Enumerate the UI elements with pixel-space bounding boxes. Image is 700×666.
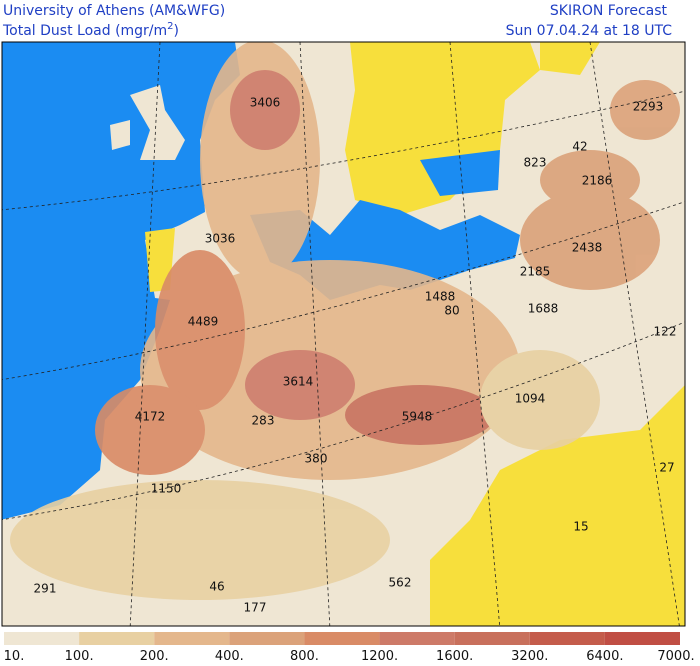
yellow-north [540, 42, 600, 75]
map-label: 380 [305, 452, 328, 466]
map-label: 27 [659, 461, 674, 475]
colorbar-label: 400. [215, 649, 244, 662]
map-label: 122 [654, 325, 677, 339]
map-label: 1688 [528, 302, 559, 316]
map-label: 2185 [520, 265, 551, 279]
black-sea [420, 150, 500, 196]
colorbar-swatch [79, 632, 155, 645]
colorbar-label: 1200. [361, 649, 398, 662]
colorbar-swatch [454, 632, 530, 645]
model: SKIRON Forecast [550, 3, 668, 19]
map-label: 3406 [250, 96, 281, 110]
map-label: 562 [389, 576, 412, 590]
product-exponent: 2 [167, 21, 173, 32]
map-label: 283 [252, 414, 275, 428]
map-label: 5948 [402, 410, 433, 424]
product-text: Total Dust Load (mgr/m [2, 23, 167, 39]
map-label: 177 [244, 601, 267, 615]
colorbar-swatch [604, 632, 680, 645]
map-label: 15 [573, 520, 588, 534]
map-label: 2293 [633, 100, 664, 114]
colorbar-label: 200. [140, 649, 169, 662]
britain [130, 85, 185, 160]
map-label: 2186 [582, 174, 613, 188]
map-label: 1488 [425, 290, 456, 304]
institution: University of Athens (AM&WFG) [3, 3, 225, 19]
dust-field [10, 42, 680, 600]
map-label: 4172 [135, 410, 166, 424]
colorbar-label: 800. [290, 649, 319, 662]
colorbar-swatch [4, 632, 80, 645]
colorbar-label: 1600. [436, 649, 473, 662]
colorbar-label: 7000. [657, 649, 694, 662]
product: Total Dust Load (mgr/m2) [2, 21, 179, 39]
yellow-east-africa [430, 385, 685, 626]
colorbar: 10. 100. 200. 400. 800. 1200. 1600. 3200. 6400. 7… [4, 632, 695, 664]
yellow-europe [345, 42, 540, 215]
atlantic [2, 470, 100, 520]
colorbar-swatch [379, 632, 455, 645]
map-label: 4489 [188, 315, 219, 329]
colorbar-label: 10. [4, 649, 25, 662]
colorbar-swatch [154, 632, 230, 645]
map-label: 2438 [572, 241, 603, 255]
map-label: 46 [209, 580, 224, 594]
map-label: 80 [444, 304, 459, 318]
ireland [110, 120, 130, 150]
map-label: 823 [524, 156, 547, 170]
colorbar-label: 3200. [511, 649, 548, 662]
map-label: 3614 [283, 375, 314, 389]
map-label: 1094 [515, 392, 546, 406]
colorbar-swatch [304, 632, 380, 645]
colorbar-label: 6400. [586, 649, 623, 662]
map-label: 1150 [151, 482, 182, 496]
map-label: 291 [34, 582, 57, 596]
valid-time: Sun 07.04.24 at 18 UTC [506, 23, 673, 39]
colorbar-swatch [529, 632, 605, 645]
map-label: 42 [572, 140, 587, 154]
colorbar-label: 100. [65, 649, 94, 662]
graticule [2, 42, 685, 626]
product-close: ) [174, 23, 179, 39]
colorbar-swatch [229, 632, 305, 645]
map-label: 3036 [205, 232, 236, 246]
